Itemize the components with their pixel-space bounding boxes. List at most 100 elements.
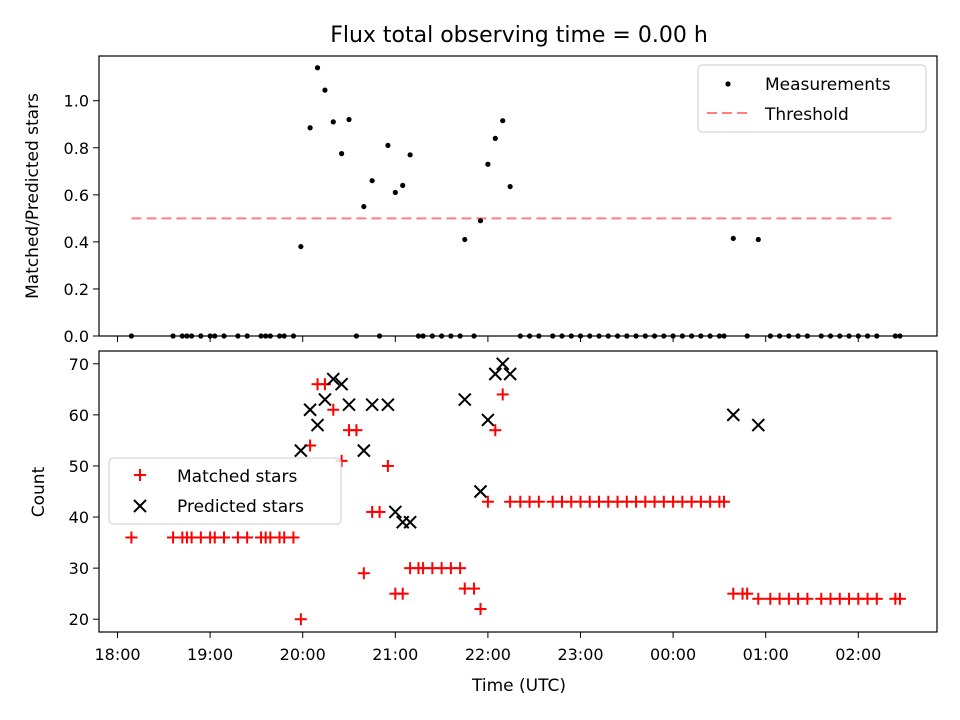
predicted-star-point [403, 515, 417, 529]
measurement-point [400, 182, 406, 189]
count-y-tick-label: 50 [69, 457, 89, 476]
measurement-point [485, 161, 491, 167]
predicted-star-point [334, 377, 349, 391]
predicted-star-point [365, 397, 379, 412]
measurement-point [507, 183, 513, 190]
predicted-star-point [326, 372, 340, 386]
matched-star-point [357, 567, 370, 580]
measurement-point [314, 65, 321, 71]
measurement-point [385, 142, 391, 149]
legend-matched-label: Matched stars [177, 467, 297, 487]
matched-star-point [489, 424, 502, 437]
matched-star-point [893, 592, 906, 605]
predicted-star-point [496, 357, 510, 371]
matched-star-point [474, 603, 487, 616]
predicted-star-point [294, 443, 308, 458]
measurement-point [462, 236, 468, 243]
matched-star-point [125, 531, 138, 544]
legend-matched-marker [134, 469, 146, 481]
predicted-star-point [388, 505, 403, 519]
count-x-tick-label: 20:00 [280, 645, 326, 664]
count-y-tick-label: 40 [69, 508, 89, 527]
ratio-legend: Measurements Threshold [697, 64, 927, 133]
matched-star-point [350, 424, 363, 437]
matched-star-point [752, 592, 765, 605]
x-axis-label: Time (UTC) [471, 676, 566, 696]
count-legend-box [108, 457, 342, 525]
matched-star-point [496, 388, 509, 401]
count-y-tick-label: 20 [69, 610, 89, 629]
matched-star-point [373, 505, 386, 518]
legend-predicted-label: Predicted stars [177, 497, 304, 517]
legend-measurements-label: Measurements [765, 75, 891, 95]
predicted-star-point [503, 367, 517, 381]
matched-star-point [396, 587, 409, 600]
count-panel: 20 30 40 50 60 70 18:00 19:00 20:00 21:00 22:00 23… [29, 350, 938, 696]
count-axes-frame [98, 350, 938, 633]
count-x-tick-label: 01:00 [743, 645, 789, 664]
measurement-point [339, 151, 345, 157]
measurement-point [298, 243, 304, 250]
count-legend: Matched stars Predicted stars [108, 457, 342, 525]
measurement-point [730, 235, 736, 241]
count-x-tick-label: 00:00 [650, 645, 696, 664]
count-x-tick-label: 19:00 [187, 645, 233, 664]
count-x-ticks: 18:00 19:00 20:00 21:00 22:00 23:00 00:00 01:00… [94, 632, 881, 664]
ratio-y-tick-label: 0.0 [64, 327, 89, 346]
matched-star-point [454, 562, 467, 575]
predicted-star-point [342, 397, 356, 412]
measurement-point [392, 189, 398, 196]
measurement-point [346, 116, 352, 123]
ratio-axes-frame [98, 55, 938, 337]
measurement-point [477, 218, 484, 224]
matched-star-point [241, 531, 254, 544]
ratio-y-tick-label: 0.2 [64, 280, 89, 299]
measurement-point [500, 118, 506, 124]
count-y-tick-label: 60 [69, 406, 89, 425]
matched-star-point [718, 495, 731, 508]
matched-star-point [481, 495, 494, 508]
measurement-point [755, 236, 761, 243]
legend-measurements-marker [725, 81, 731, 87]
predicted-star-point [481, 413, 495, 427]
predicted-star-point [318, 392, 332, 407]
measurement-point [492, 135, 498, 141]
measurement-point [407, 152, 413, 158]
predicted-star-point [458, 392, 472, 407]
legend-predicted-marker [133, 499, 147, 513]
predicted-star-point [303, 403, 317, 417]
matched-star-point [801, 592, 814, 605]
matched-star-point [532, 495, 545, 508]
predicted-stars-points [294, 357, 765, 529]
measurement-point [307, 125, 313, 131]
matched-star-point [287, 531, 300, 544]
predicted-star-point [751, 418, 765, 432]
ratio-y-tick-label: 0.8 [64, 139, 89, 158]
predicted-star-point [310, 418, 325, 432]
matched-star-point [504, 495, 517, 508]
ratio-y-tick-label: 0.4 [64, 233, 89, 252]
count-y-tick-label: 70 [69, 355, 89, 374]
predicted-star-point [726, 408, 740, 422]
matched-star-point [741, 587, 754, 600]
predicted-star-point [357, 443, 371, 458]
measurement-point [369, 178, 375, 184]
count-x-tick-label: 02:00 [835, 645, 881, 664]
matched-star-point [870, 592, 883, 605]
measurement-point [330, 119, 336, 125]
legend-threshold-label: Threshold [764, 105, 849, 125]
count-y-tick-label: 30 [69, 559, 89, 578]
predicted-star-point [488, 367, 503, 381]
matched-star-point [468, 582, 481, 595]
ratio-y-tick-label: 0.6 [64, 186, 89, 205]
chart-title: Flux total observing time = 0.00 h [330, 23, 708, 48]
matched-star-point [381, 459, 394, 472]
matched-star-point [327, 403, 340, 416]
matched-star-point [294, 613, 307, 626]
count-y-label: Count [29, 466, 49, 517]
matched-stars-points [125, 378, 906, 626]
count-x-tick-label: 22:00 [465, 645, 511, 664]
measurement-point [361, 203, 367, 210]
ratio-y-ticks: 0.0 0.2 0.4 0.6 0.8 1.0 [64, 92, 99, 346]
